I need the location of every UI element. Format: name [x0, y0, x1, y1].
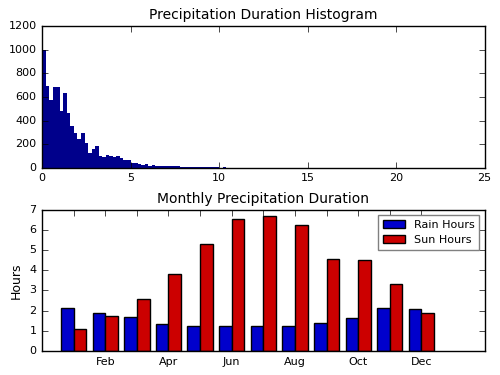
Bar: [106, 154, 110, 168]
Bar: [52, 87, 56, 168]
Bar: [168, 274, 181, 351]
Bar: [346, 318, 358, 351]
Bar: [202, 167, 205, 168]
Bar: [170, 166, 173, 168]
Bar: [141, 165, 144, 168]
Bar: [113, 157, 116, 168]
Bar: [67, 113, 70, 168]
Bar: [78, 138, 81, 168]
Bar: [200, 244, 212, 351]
Bar: [219, 326, 232, 351]
Bar: [102, 157, 106, 168]
Bar: [46, 86, 49, 168]
Bar: [42, 50, 45, 168]
Title: Precipitation Duration Histogram: Precipitation Duration Histogram: [149, 8, 378, 22]
Bar: [49, 99, 52, 168]
Title: Monthly Precipitation Duration: Monthly Precipitation Duration: [158, 192, 370, 206]
Bar: [176, 166, 180, 168]
Bar: [198, 167, 202, 168]
Bar: [60, 111, 64, 168]
Bar: [205, 167, 208, 168]
Bar: [74, 329, 86, 351]
Bar: [173, 166, 176, 168]
Bar: [127, 160, 130, 168]
Bar: [88, 153, 92, 168]
Bar: [422, 313, 434, 351]
Bar: [138, 164, 141, 168]
Legend: Rain Hours, Sun Hours: Rain Hours, Sun Hours: [378, 215, 479, 250]
Bar: [232, 219, 244, 351]
Bar: [156, 324, 168, 351]
Bar: [74, 134, 78, 168]
Bar: [98, 156, 102, 168]
Bar: [166, 166, 170, 168]
Bar: [81, 133, 84, 168]
Bar: [64, 93, 67, 168]
Bar: [56, 87, 59, 168]
Bar: [390, 284, 402, 351]
Bar: [194, 167, 198, 168]
Bar: [162, 166, 166, 168]
Bar: [408, 309, 422, 351]
Bar: [190, 167, 194, 168]
Bar: [208, 167, 212, 168]
Bar: [144, 164, 148, 168]
Bar: [134, 164, 138, 168]
Bar: [124, 317, 137, 351]
Bar: [120, 158, 124, 168]
Bar: [110, 156, 113, 168]
Bar: [187, 167, 190, 168]
Bar: [188, 326, 200, 351]
Bar: [295, 225, 308, 351]
Bar: [250, 326, 264, 351]
Bar: [184, 167, 187, 168]
Bar: [282, 326, 295, 351]
Bar: [377, 308, 390, 351]
Bar: [358, 260, 371, 351]
Bar: [130, 163, 134, 168]
Bar: [84, 143, 88, 168]
Bar: [95, 146, 98, 168]
Bar: [116, 156, 120, 168]
Bar: [314, 323, 326, 351]
Bar: [70, 126, 74, 168]
Bar: [148, 166, 152, 168]
Bar: [137, 298, 149, 351]
Bar: [326, 259, 339, 351]
Bar: [92, 313, 105, 351]
Y-axis label: Hours: Hours: [10, 262, 22, 299]
Bar: [264, 216, 276, 351]
Bar: [105, 316, 118, 351]
Bar: [92, 149, 95, 168]
Bar: [159, 166, 162, 168]
Bar: [152, 165, 156, 168]
Bar: [124, 160, 127, 168]
Bar: [156, 165, 159, 168]
Bar: [61, 308, 74, 351]
Bar: [180, 167, 184, 168]
